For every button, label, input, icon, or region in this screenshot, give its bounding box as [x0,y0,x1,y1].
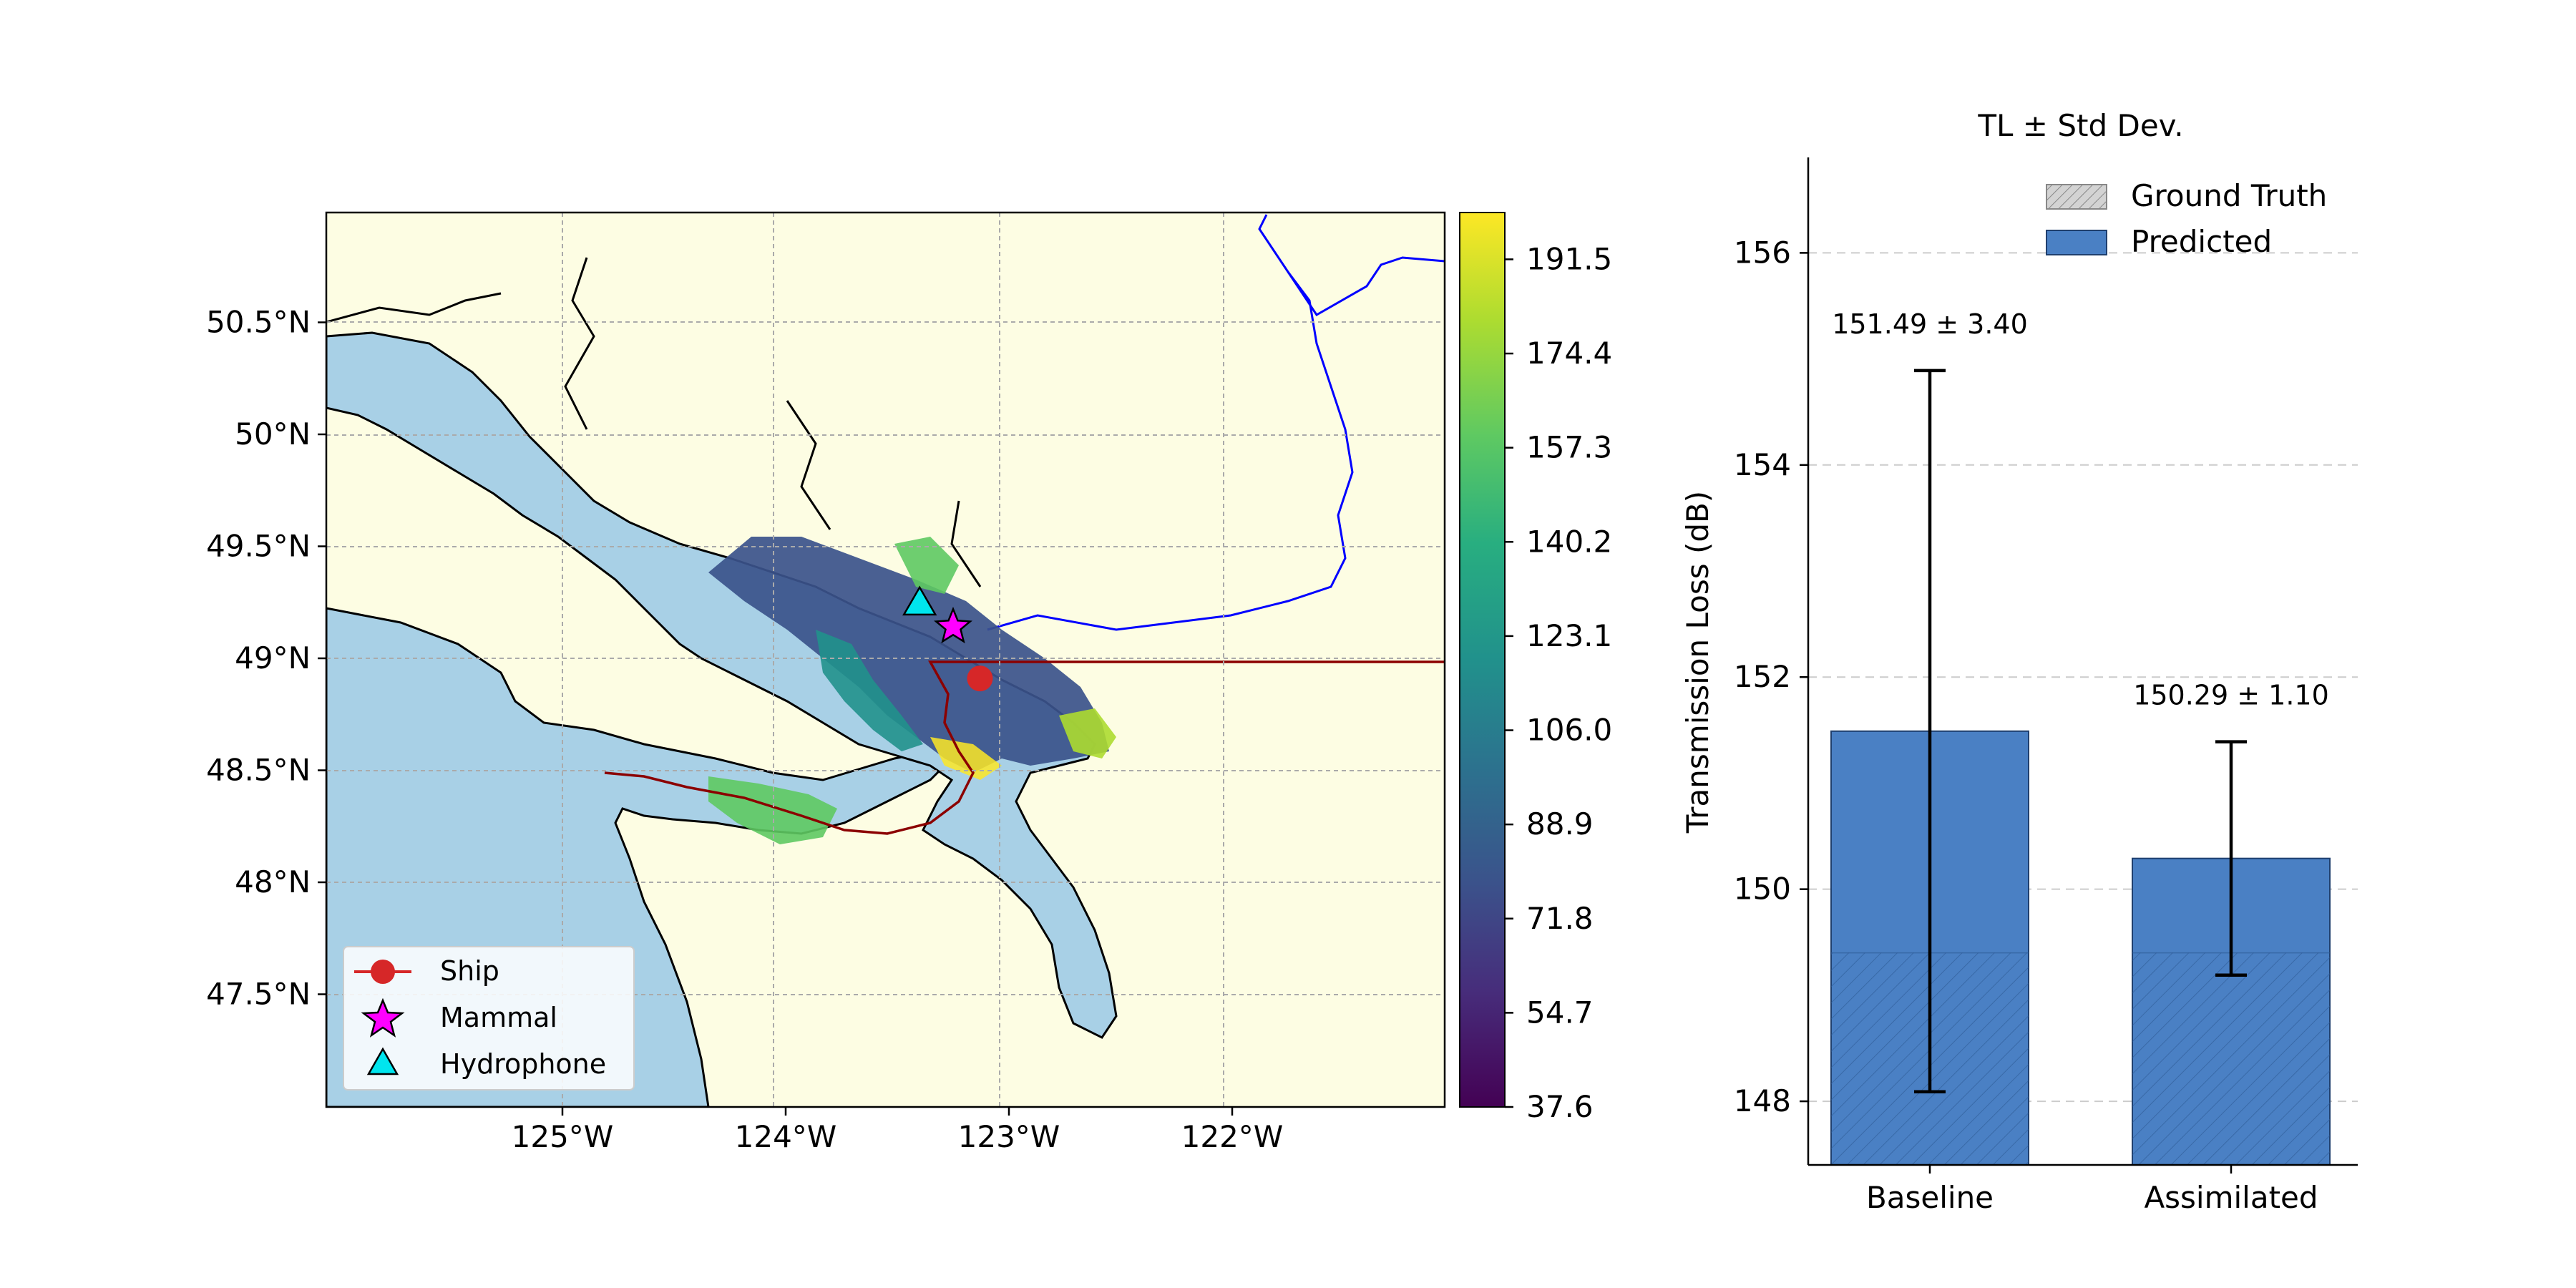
map-tl-field [1059,708,1116,758]
colorbar-tick-label: 157.3 [1526,430,1612,465]
map-tl-field [708,537,1109,773]
map-lon-ticks: 125°W 124°W 123°W 122°W [512,1107,1284,1154]
colorbar-scale [1459,212,1506,1108]
legend-predicted-swatch [2046,230,2107,255]
legend-ground-truth-hatch [2046,185,2107,209]
map-river [1287,256,1445,316]
map-legend-box [343,946,635,1091]
colorbar-tick-label: 71.8 [1526,901,1594,936]
map-panel: 125°W 124°W 123°W 122°W 50.5°N 50°N 49.5°N 49°… [206,211,1446,1154]
legend-ground-truth-label: Ground Truth [2131,178,2327,213]
bar-chart-legend: Ground Truth Predicted [2046,178,2327,259]
lat-tick-label: 49.5°N [206,529,311,564]
y-tick-label: 156 [1734,235,1791,270]
legend-predicted-label: Predicted [2131,224,2272,259]
legend-mammal-icon [361,997,405,1038]
legend-ship-label: Ship [440,955,499,987]
y-tick-label: 150 [1734,872,1791,907]
colorbar-ticks: 191.5 174.4 157.3 140.2 123.1 106.0 88.9 71.8 54… [1505,241,1612,1124]
x-tick-label: Baseline [1866,1180,1994,1215]
lon-tick-label: 123°W [958,1119,1060,1154]
map-inlet [950,500,982,587]
map-tl-field [930,737,1002,780]
colorbar-tick-label: 106.0 [1526,713,1612,748]
colorbar: 191.5 174.4 157.3 140.2 123.1 106.0 88.9 71.8 54… [1459,212,1612,1124]
bar-chart-y-ticks: 148 150 152 154 156 [1734,235,1808,1118]
map-inlet [786,400,831,530]
bar-annotation: 150.29 ± 1.10 [2133,680,2329,711]
y-axis-label: Transmission Loss (dB) [1680,491,1715,834]
map-tl-field [894,537,959,594]
lat-tick-label: 50°N [235,416,311,452]
colorbar-tick-label: 140.2 [1526,524,1612,559]
colorbar-tick-label: 88.9 [1526,806,1594,841]
map-tl-field [816,630,923,751]
map-inlet [564,257,595,430]
bar-annotation: 151.49 ± 3.40 [1832,308,2028,340]
bar-chart: TL ± Std Dev. 151.49 ± 3.40 Baseline 150.2… [1680,108,2358,1215]
colorbar-tick-label: 54.7 [1526,995,1594,1030]
map-gridlines [326,213,1445,1107]
lat-tick-label: 47.5°N [206,977,311,1012]
lon-tick-label: 122°W [1181,1119,1284,1154]
map-ship-route [604,660,1445,835]
chart-title: TL ± Std Dev. [1977,108,2183,143]
ship-marker [967,665,993,692]
lon-tick-label: 125°W [512,1119,614,1154]
bar-chart-bars: 151.49 ± 3.40 Baseline 150.29 ± 1.10 Assimi… [1830,308,2331,1215]
hydrophone-marker [902,585,937,616]
y-tick-label: 154 [1734,447,1791,482]
y-tick-label: 152 [1734,659,1791,694]
legend-hydrophone-label: Hydrophone [440,1048,606,1080]
lat-tick-label: 50.5°N [206,305,311,340]
map-tl-field [708,776,837,844]
lat-tick-label: 49°N [235,640,311,675]
colorbar-tick-label: 37.6 [1526,1089,1594,1124]
map-river [987,214,1354,631]
mammal-marker [934,606,972,644]
x-tick-label: Assimilated [2144,1180,2318,1215]
legend-hydrophone-icon [366,1047,399,1075]
colorbar-tick-label: 123.1 [1526,618,1612,653]
lat-tick-label: 48°N [235,864,311,899]
map-lat-ticks: 50.5°N 50°N 49.5°N 49°N 48.5°N 48°N 47.5°N [206,305,326,1012]
map-frame [325,211,1446,1108]
map-inlet [326,292,502,323]
y-tick-label: 148 [1734,1083,1791,1118]
lon-tick-label: 124°W [735,1119,837,1154]
map-legend: Ship Mammal Hydrophone [343,946,635,1091]
colorbar-tick-label: 191.5 [1526,241,1612,276]
lat-tick-label: 48.5°N [206,753,311,788]
colorbar-tick-label: 174.4 [1526,336,1612,371]
legend-mammal-label: Mammal [440,1002,557,1033]
ground-truth-bar [2132,952,2330,1165]
legend-ship-icon [371,960,395,984]
